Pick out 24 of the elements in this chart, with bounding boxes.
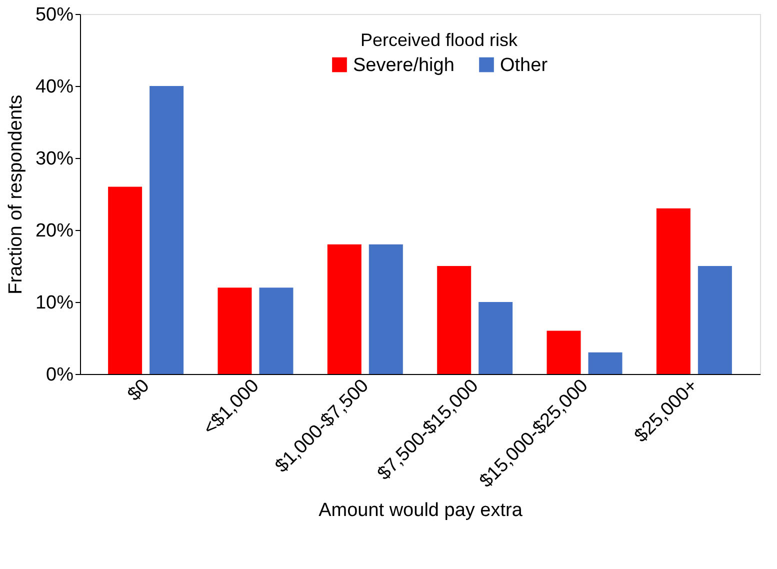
y-tick-label: 40% — [35, 76, 74, 98]
x-tick-label: $0 — [124, 375, 154, 406]
y-tick-label: 30% — [35, 148, 74, 170]
bar — [698, 266, 732, 374]
y-tick-label: 20% — [35, 220, 74, 242]
bar — [327, 244, 362, 374]
x-axis-title: Amount would pay extra — [318, 500, 523, 522]
y-tick-label: 10% — [35, 292, 74, 314]
legend-title: Perceived flood risk — [360, 30, 519, 50]
bar — [478, 302, 513, 374]
bar — [437, 266, 472, 374]
bar — [218, 288, 252, 374]
bar — [150, 86, 184, 374]
bar — [546, 330, 581, 374]
y-tick-label: 0% — [46, 364, 74, 386]
y-tick-label: 50% — [35, 4, 74, 26]
bar — [656, 208, 690, 374]
legend-label: Other — [500, 54, 548, 76]
bar — [108, 186, 142, 374]
bar — [368, 244, 403, 374]
bar — [259, 288, 294, 374]
bar — [588, 352, 622, 374]
legend-label: Severe/high — [353, 54, 454, 76]
y-axis-title: Fraction of respondents — [5, 94, 26, 294]
